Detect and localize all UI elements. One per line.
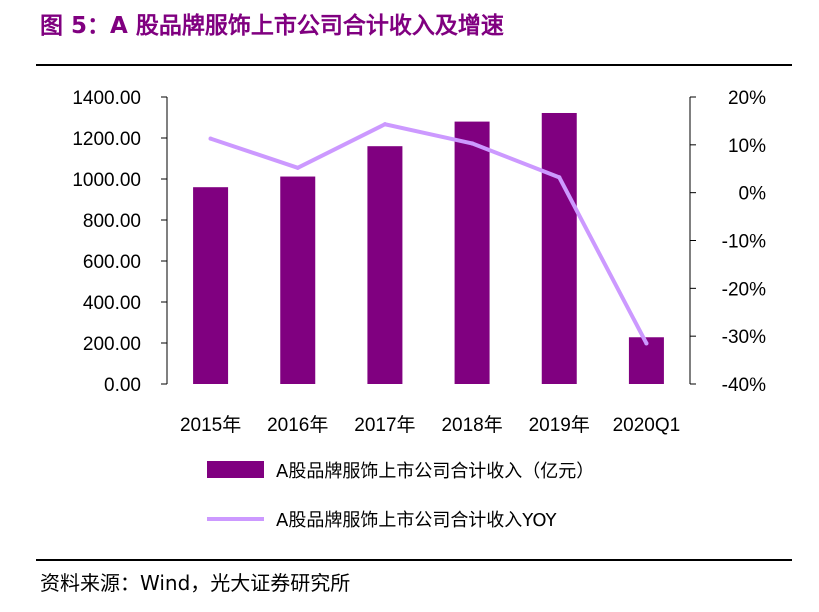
left-axis-tick-label: 400.00	[83, 293, 141, 314]
right-axis-tick-label: 20%	[728, 88, 766, 109]
figure-title: 图 5：A 股品牌服饰上市公司合计收入及增速	[40, 13, 504, 39]
bar	[193, 187, 229, 384]
right-axis: -40% -30% -20% -10% 0% 10% 20%	[689, 88, 767, 396]
x-axis-labels: 2015年 2016年 2017年 2018年 2019年 2020Q1	[180, 414, 680, 436]
left-axis-tick-label: 800.00	[83, 211, 141, 232]
right-axis-tick-label: 0%	[739, 184, 767, 205]
x-axis-tick-label: 2017年	[354, 414, 415, 436]
line-point	[470, 141, 475, 146]
line-segment	[470, 141, 562, 180]
line-point	[295, 165, 300, 170]
chart: 0.00 200.00 400.00 600.00 800.00 1000.00 1200.…	[72, 88, 767, 531]
bar	[454, 121, 490, 384]
right-axis-tick-label: -30%	[722, 327, 766, 348]
left-axis-tick-label: 1400.00	[72, 88, 141, 109]
left-axis-tick-label: 600.00	[83, 252, 141, 273]
legend: A股品牌服饰上市公司合计收入（亿元） A股品牌服饰上市公司合计收入YOY	[207, 461, 594, 531]
bar	[280, 176, 316, 384]
left-axis-tick-label: 0.00	[104, 375, 141, 396]
left-axis-tick-label: 1200.00	[72, 129, 141, 150]
bar	[367, 146, 403, 384]
x-axis-tick-label: 2018年	[441, 414, 502, 436]
left-axis-tick-label: 1000.00	[72, 170, 141, 191]
x-axis-tick-label: 2020Q1	[613, 415, 681, 436]
bar-series	[193, 112, 664, 385]
right-axis-tick-label: -40%	[722, 375, 766, 396]
line-segment	[295, 122, 387, 170]
line-segment	[382, 122, 475, 146]
line-point	[557, 175, 562, 180]
left-axis-tick-label: 200.00	[83, 334, 141, 355]
right-axis-tick-label: -20%	[722, 279, 766, 300]
right-axis-tick-label: 10%	[728, 136, 766, 157]
x-axis-tick-label: 2016年	[267, 414, 328, 436]
bar	[541, 112, 577, 385]
line-point	[208, 136, 213, 141]
bottom-rule	[36, 559, 792, 561]
top-rule	[36, 64, 792, 66]
legend-bar-label: A股品牌服饰上市公司合计收入（亿元）	[276, 461, 594, 482]
legend-bar-swatch	[207, 461, 264, 478]
line-segment	[208, 136, 300, 170]
line-segment	[557, 175, 649, 346]
line-point	[382, 122, 387, 127]
x-axis-tick-label: 2019年	[529, 414, 590, 436]
right-axis-tick-label: -10%	[722, 232, 766, 253]
source-note: 资料来源：Wind，光大证券研究所	[40, 571, 351, 595]
legend-line-label: A股品牌服饰上市公司合计收入YOY	[276, 510, 558, 531]
line-series	[208, 122, 649, 346]
line-point	[644, 341, 649, 346]
left-axis: 0.00 200.00 400.00 600.00 800.00 1000.00 1200.…	[72, 88, 168, 396]
x-axis-tick-label: 2015年	[180, 414, 241, 436]
